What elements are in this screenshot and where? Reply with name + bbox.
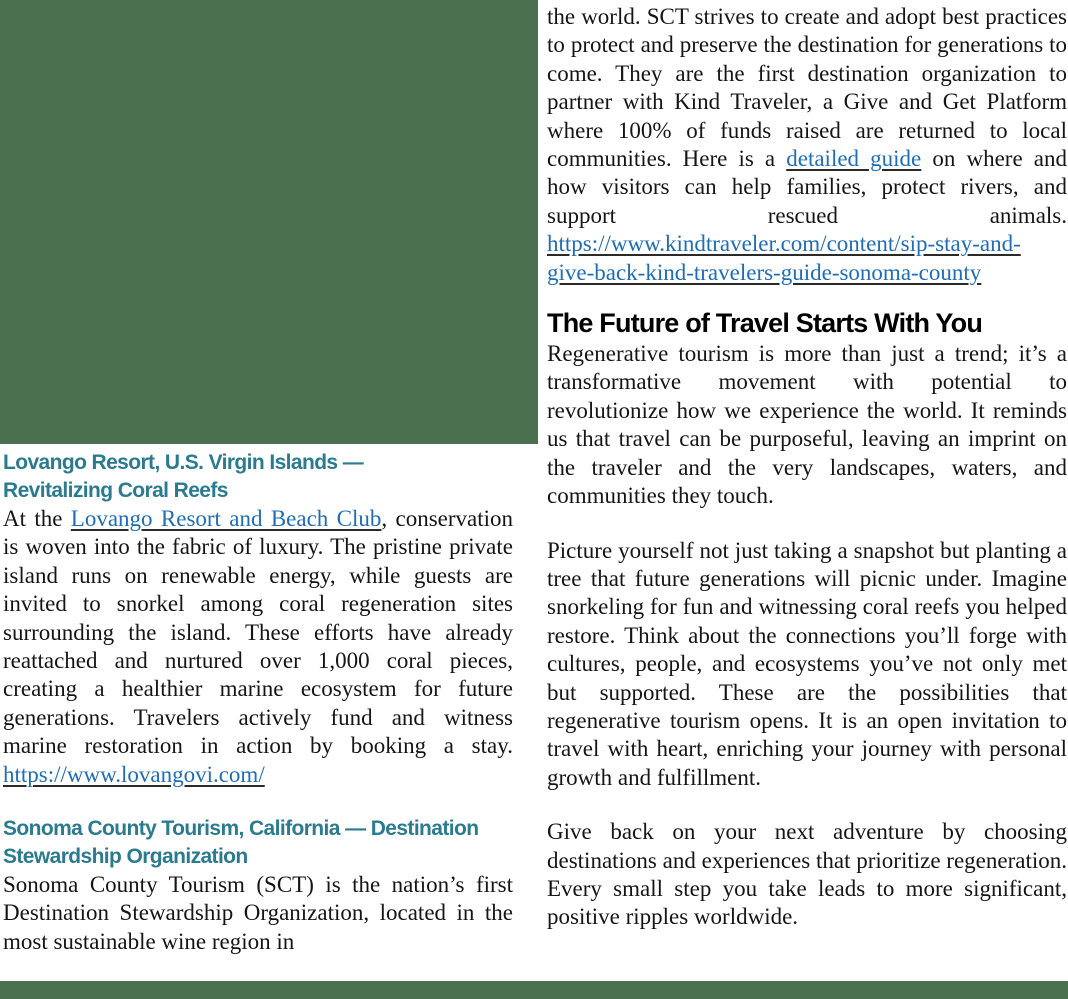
right-column: the world. SCT strives to create and ado… xyxy=(547,3,1067,932)
text-run: Sonoma County Tourism (SCT) is the natio… xyxy=(3,872,513,954)
section-body-future-of-travel: Regenerative tourism is more than just a… xyxy=(547,340,1067,932)
hyperlink[interactable]: detailed guide xyxy=(786,146,922,172)
paragraph: the world. SCT strives to create and ado… xyxy=(547,3,1067,287)
paragraph: Give back on your next adventure by choo… xyxy=(547,818,1067,932)
text-run: Regenerative tourism is more than just a… xyxy=(547,341,1067,509)
paragraph: Picture yourself not just taking a snaps… xyxy=(547,537,1067,793)
section-body-sonoma: Sonoma County Tourism (SCT) is the natio… xyxy=(3,871,513,956)
text-run: Picture yourself not just taking a snaps… xyxy=(547,537,1067,790)
paragraph: Regenerative tourism is more than just a… xyxy=(547,340,1067,510)
text-run: , conservation is woven into the fabric … xyxy=(3,506,513,759)
hyperlink[interactable]: Lovango Resort and Beach Club xyxy=(70,506,382,531)
decorative-green-image-block xyxy=(0,0,538,444)
hyperlink[interactable]: https://www.kindtraveler.com/content/sip… xyxy=(547,231,1021,285)
text-run: Give back on your next adventure by choo… xyxy=(547,819,1067,930)
footer-bar xyxy=(0,981,1068,999)
section-heading-future-of-travel: The Future of Travel Starts With You xyxy=(547,308,983,339)
hyperlink[interactable]: https://www.lovangovi.com/ xyxy=(3,761,265,787)
left-column: Lovango Resort, U.S. Virgin Islands — Re… xyxy=(3,449,513,956)
section-heading-lovango: Lovango Resort, U.S. Virgin Islands — Re… xyxy=(3,451,364,502)
section-sonoma-county: Sonoma County Tourism, California — Dest… xyxy=(3,815,513,956)
text-run: At the xyxy=(3,506,71,531)
text-run: the world. SCT strives to create and ado… xyxy=(547,4,1067,172)
section-lovango-resort: Lovango Resort, U.S. Virgin Islands — Re… xyxy=(3,449,513,789)
sonoma-continuation-body: the world. SCT strives to create and ado… xyxy=(547,3,1067,287)
text-run: on where and how visitors can help famil… xyxy=(547,146,1067,228)
section-body-lovango: At the Lovango Resort and Beach Club, co… xyxy=(3,505,513,789)
section-future-of-travel: The Future of Travel Starts With You Reg… xyxy=(547,308,1067,932)
section-heading-sonoma: Sonoma County Tourism, California — Dest… xyxy=(3,817,479,869)
paragraph: At the Lovango Resort and Beach Club, co… xyxy=(3,505,513,789)
paragraph: Sonoma County Tourism (SCT) is the natio… xyxy=(3,871,513,956)
